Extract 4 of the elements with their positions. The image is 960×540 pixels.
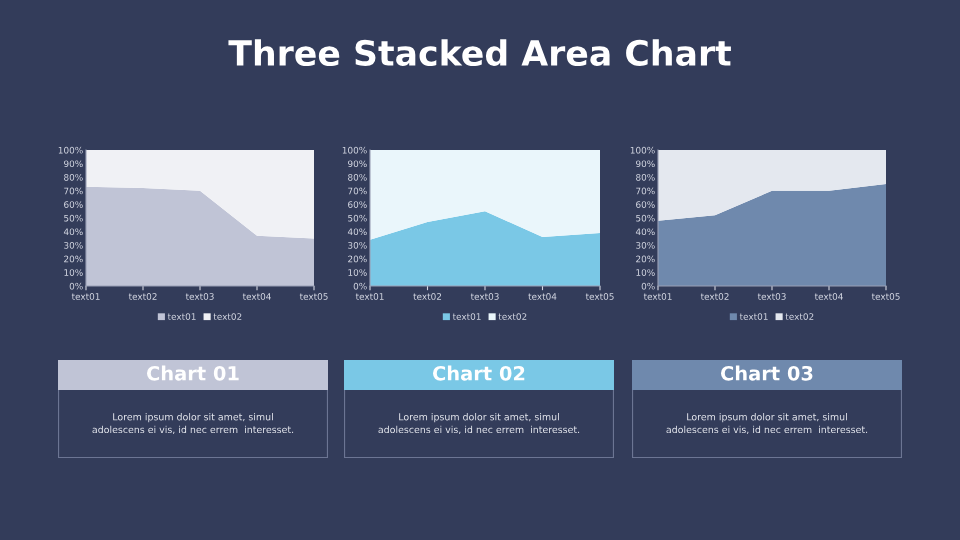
- text: Three Stacked Area Chart: [228, 39, 731, 67]
- text: Chart 03: [721, 365, 813, 381]
- text: Chart 02: [433, 365, 525, 381]
- text: Chart 01: [147, 365, 239, 381]
